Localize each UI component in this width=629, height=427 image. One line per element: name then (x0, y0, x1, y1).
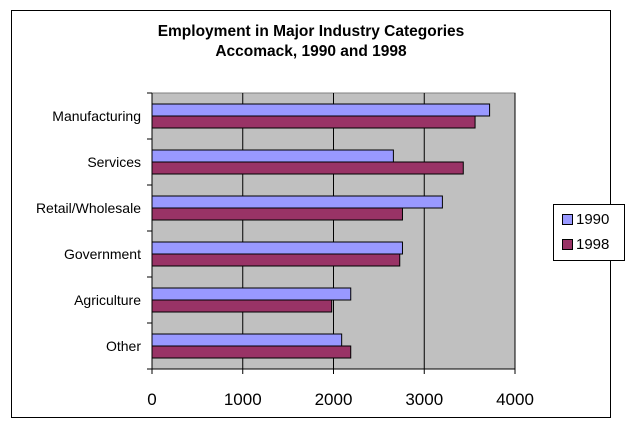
y-tick-label-other: Other (106, 338, 141, 354)
bar-agriculture-1998 (151, 299, 333, 313)
legend-swatch-1990 (562, 214, 573, 225)
bar-services-1998 (151, 161, 464, 175)
y-tick-label-government: Government (64, 246, 141, 262)
y-tick-label-retail-wholesale: Retail/Wholesale (36, 200, 141, 216)
x-tick-label-2000: 2000 (315, 390, 353, 409)
chart-title-line-1: Employment in Major Industry Categories (157, 23, 465, 40)
y-tick-label-services: Services (87, 154, 141, 170)
bar-government-1998 (151, 253, 401, 267)
chart-title: Employment in Major Industry Categories … (11, 22, 611, 62)
bar-other-1998 (151, 345, 352, 359)
bar-manufacturing-1990 (151, 103, 491, 117)
bar-government-1990 (151, 241, 403, 255)
bar-services-1990 (151, 149, 394, 163)
chart-title-line-2: Accomack, 1990 and 1998 (215, 43, 407, 60)
y-tick-label-manufacturing: Manufacturing (52, 108, 141, 124)
y-tick-label-agriculture: Agriculture (74, 292, 141, 308)
legend-label-1998: 1998 (576, 236, 610, 253)
x-tick-label-3000: 3000 (405, 390, 443, 409)
legend-label-1990: 1990 (576, 211, 610, 228)
x-tick-label-1000: 1000 (224, 390, 262, 409)
chart-legend: 1990 1998 (553, 204, 625, 261)
bar-manufacturing-1998 (151, 115, 476, 129)
x-tick-label-0: 0 (147, 390, 156, 409)
bar-other-1990 (151, 333, 343, 347)
legend-swatch-1998 (562, 239, 573, 250)
bar-agriculture-1990 (151, 287, 352, 301)
x-tick-label-4000: 4000 (496, 390, 534, 409)
bar-retail-wholesale-1990 (151, 195, 443, 209)
bar-retail-wholesale-1998 (151, 207, 403, 221)
